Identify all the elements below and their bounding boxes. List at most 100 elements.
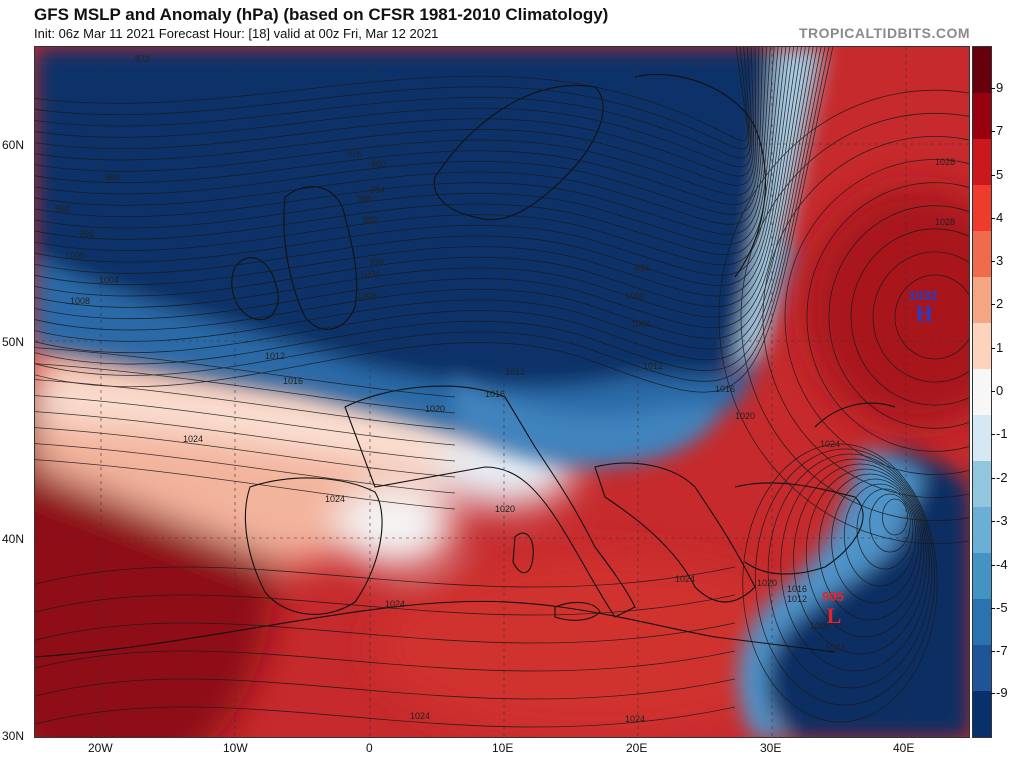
colorbar-label: -3 bbox=[996, 513, 1008, 528]
coastline bbox=[244, 477, 383, 615]
colorbar-segment bbox=[973, 139, 991, 185]
isobar bbox=[35, 47, 755, 177]
mslp-anomaly-map: 9729769809849849889929929969969961000100… bbox=[35, 47, 969, 737]
isobar bbox=[35, 47, 779, 245]
isobar-label: 1012 bbox=[787, 594, 807, 604]
coastline bbox=[344, 385, 636, 618]
colorbar-segment bbox=[973, 93, 991, 139]
isobar-label: 1008 bbox=[357, 291, 377, 301]
colorbar-label: -9 bbox=[996, 685, 1008, 700]
isobar bbox=[35, 47, 757, 186]
coastline bbox=[634, 73, 766, 278]
isobar bbox=[828, 205, 969, 429]
isobar bbox=[35, 47, 771, 225]
low-pressure-value: 995 bbox=[822, 589, 844, 604]
graticule bbox=[35, 47, 969, 737]
isobar-labels: 9729769809849849889929929969969961000100… bbox=[55, 54, 955, 724]
colorbar-label: 4 bbox=[996, 210, 1004, 225]
isobar bbox=[35, 706, 736, 728]
isobar bbox=[35, 47, 750, 150]
isobar-label: 992 bbox=[363, 215, 378, 225]
colorbar-label: 7 bbox=[996, 123, 1004, 138]
isobar bbox=[818, 473, 922, 621]
colorbar-tick bbox=[991, 348, 995, 349]
colorbar-tick bbox=[991, 391, 995, 392]
isobar bbox=[35, 379, 456, 430]
isobar bbox=[740, 112, 969, 522]
isobar bbox=[35, 47, 787, 266]
isobar-label: 996 bbox=[369, 257, 384, 267]
isobar bbox=[35, 622, 736, 644]
isobar-label: 1020 bbox=[757, 578, 777, 588]
colorbar-segment bbox=[973, 461, 991, 507]
isobar-label: 1024 bbox=[675, 574, 695, 584]
isobar-label: 1008 bbox=[70, 296, 90, 306]
colorbar-tick bbox=[991, 218, 995, 219]
isobar-label: 1024 bbox=[325, 494, 345, 504]
isobar bbox=[767, 453, 933, 689]
isobar bbox=[762, 136, 969, 498]
isobar bbox=[35, 678, 736, 700]
colorbar-segment bbox=[973, 185, 991, 231]
isobar-label: 1024 bbox=[820, 439, 840, 449]
map-panel: 972 976 980 984 984 988 992 992 996 996 996 1000 100… bbox=[34, 46, 970, 738]
colorbar-segment bbox=[973, 323, 991, 369]
isobar-label: 1024 bbox=[410, 711, 430, 721]
colorbar-segment bbox=[973, 691, 991, 737]
isobar-label: 1020 bbox=[735, 411, 755, 421]
isobar bbox=[35, 47, 775, 235]
isobar-label: 1024 bbox=[385, 599, 405, 609]
map-subtitle: Init: 06z Mar 11 2021 Forecast Hour: [18… bbox=[34, 26, 439, 41]
colorbar-segment bbox=[973, 645, 991, 691]
isobar bbox=[742, 443, 938, 723]
brand-watermark[interactable]: TROPICALTIDBITS.COM bbox=[798, 25, 970, 41]
isobar-label: 992 bbox=[55, 204, 70, 214]
colorbar-label: 3 bbox=[996, 253, 1004, 268]
lat-label-40n: 40N bbox=[2, 532, 25, 546]
colorbar-tick bbox=[991, 521, 995, 522]
isobar bbox=[872, 251, 969, 383]
coastline bbox=[554, 601, 601, 621]
colorbar-segment bbox=[973, 369, 991, 415]
isobar-label: 996 bbox=[79, 229, 94, 239]
colorbar-tick bbox=[991, 478, 995, 479]
colorbar-label: -1 bbox=[996, 426, 1008, 441]
isobar bbox=[35, 443, 456, 494]
colorbar-tick bbox=[991, 651, 995, 652]
isobar-label: 1004 bbox=[99, 275, 119, 285]
isobar bbox=[35, 47, 760, 196]
colorbar-label: -2 bbox=[996, 470, 1008, 485]
isobar-label: 1004 bbox=[631, 319, 651, 329]
isobar-label: 1016 bbox=[787, 584, 807, 594]
isobar bbox=[850, 228, 969, 406]
isobar bbox=[35, 459, 456, 510]
colorbar-label: 0 bbox=[996, 383, 1004, 398]
isobar bbox=[35, 47, 783, 255]
isobar bbox=[35, 347, 456, 398]
isobar-label: 976 bbox=[347, 149, 362, 159]
isobar bbox=[35, 47, 830, 382]
lon-label-20e: 20E bbox=[626, 741, 648, 755]
coastline bbox=[512, 532, 534, 574]
colorbar-tick bbox=[991, 434, 995, 435]
colorbar-tick bbox=[991, 261, 995, 262]
isobar-label: 984 bbox=[105, 172, 120, 182]
isobar-label: 1012 bbox=[505, 367, 525, 377]
isobar bbox=[805, 468, 925, 638]
isobar-label: 996 bbox=[635, 263, 650, 273]
isobars bbox=[35, 47, 969, 728]
isobar bbox=[755, 448, 936, 706]
colorbar-segment bbox=[973, 599, 991, 645]
isobar-label: 1024 bbox=[183, 434, 203, 444]
isobar bbox=[35, 363, 456, 414]
colorbar-tick bbox=[991, 304, 995, 305]
isobar bbox=[780, 458, 930, 672]
isobar-label: 1004 bbox=[360, 269, 380, 279]
isobar bbox=[35, 47, 822, 361]
isobar bbox=[718, 89, 969, 545]
isobar bbox=[35, 47, 802, 307]
lat-label-30n: 30N bbox=[2, 729, 25, 743]
isobar bbox=[843, 483, 917, 587]
isobar bbox=[784, 159, 969, 475]
colorbar-tick bbox=[991, 565, 995, 566]
